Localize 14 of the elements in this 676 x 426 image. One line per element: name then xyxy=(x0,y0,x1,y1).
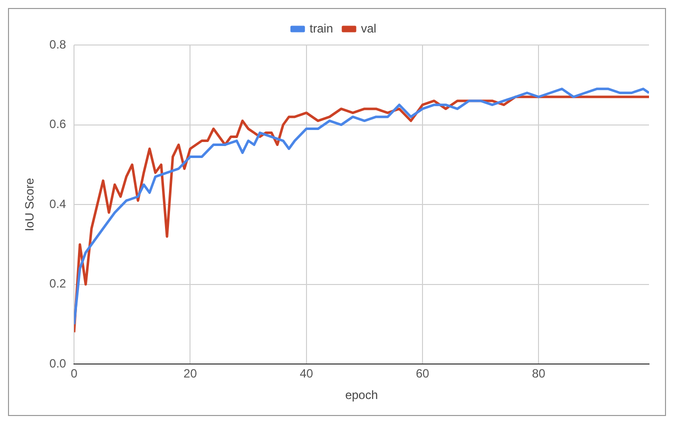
legend-label: val xyxy=(361,21,376,36)
y-tick-label: 0.0 xyxy=(49,356,66,371)
legend-label: train xyxy=(310,21,333,36)
y-axis-title: IoU Score xyxy=(22,178,37,232)
x-tick-label: 20 xyxy=(184,366,198,381)
x-tick-label: 80 xyxy=(532,366,546,381)
x-axis-title: epoch xyxy=(345,388,378,402)
x-tick-label: 60 xyxy=(416,366,430,381)
y-tick-label: 0.4 xyxy=(49,196,66,211)
y-tick-label: 0.8 xyxy=(49,37,66,52)
y-tick-label: 0.6 xyxy=(49,117,66,132)
y-tick-label: 0.2 xyxy=(49,276,66,291)
x-tick-label: 40 xyxy=(300,366,314,381)
x-tick-label: 0 xyxy=(70,366,78,381)
